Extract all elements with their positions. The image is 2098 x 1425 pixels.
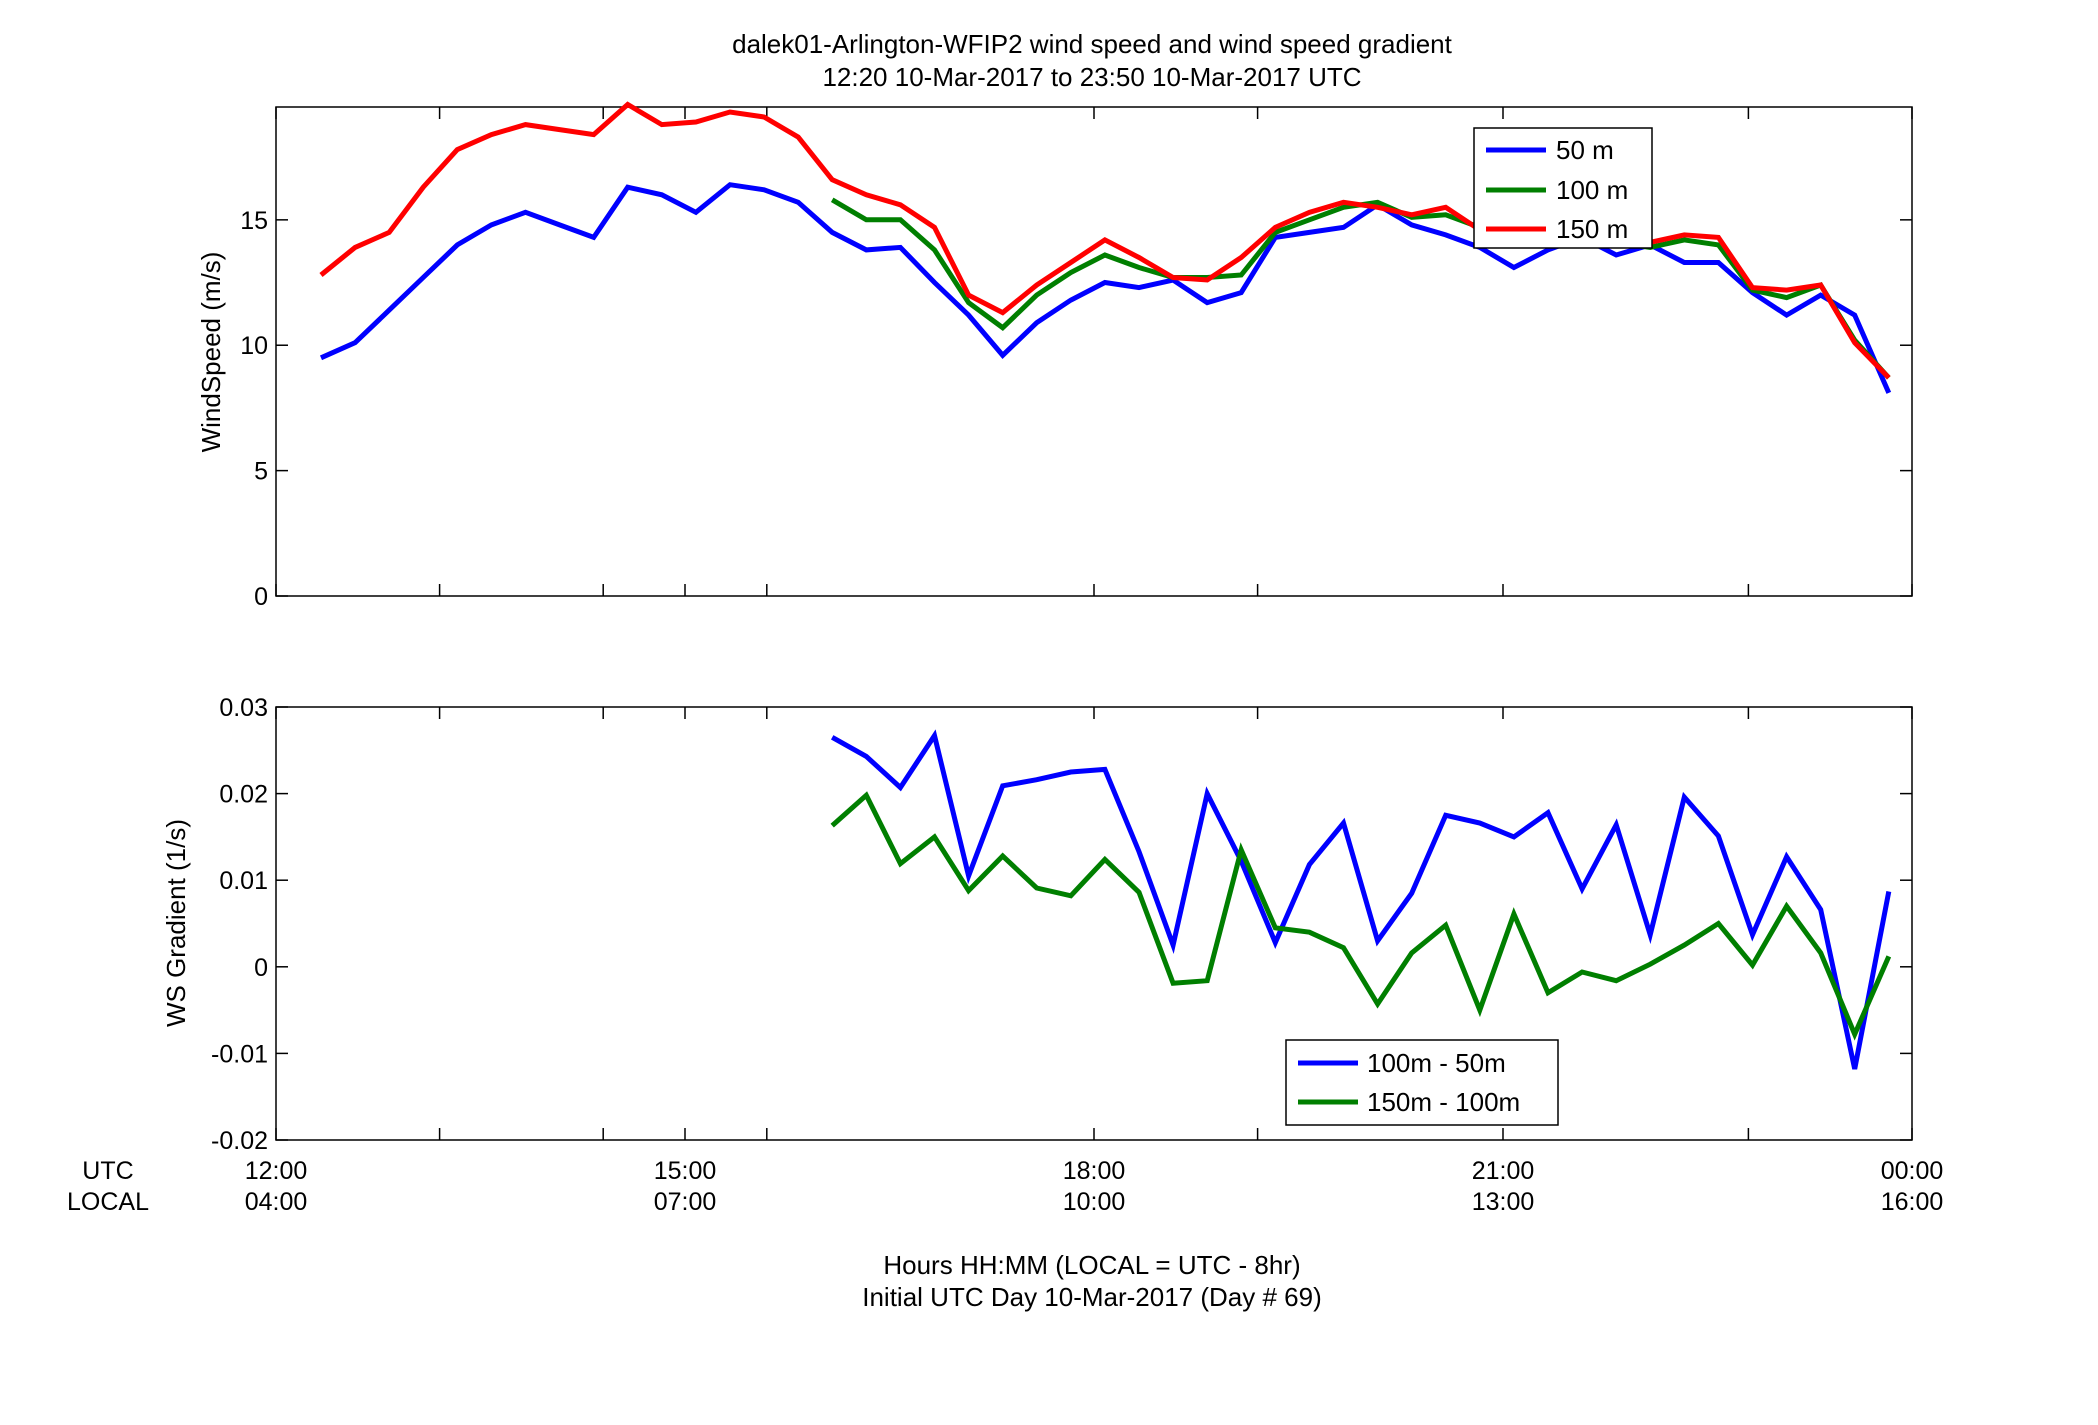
x-tick-labels: 12:00 15:00 18:00 21:00 00:00 04:00 07:00 10:00… — [245, 1157, 1944, 1216]
xtick-label-utc-0: 12:00 — [245, 1157, 308, 1185]
gradient-ytick-label-3: 0.01 — [219, 867, 268, 895]
windspeed-panel: 0 5 10 15 WindSpeed (m/s) 50 m 100 m 150 m — [196, 101, 1913, 611]
legend-label-150m-100m: 150m - 100m — [1367, 1087, 1520, 1117]
gradient-series-line-0 — [830, 729, 1892, 1070]
x-axis-label-line1: Hours HH:MM (LOCAL = UTC - 8hr) — [883, 1250, 1300, 1280]
gradient-legend-box — [1285, 1039, 1559, 1126]
xtick-label-utc-1: 15:00 — [654, 1157, 717, 1185]
legend-label-150m: 150 m — [1556, 214, 1628, 244]
legend-label-50m: 50 m — [1556, 135, 1614, 165]
windspeed-y-label: WindSpeed (m/s) — [196, 252, 226, 453]
xtick-label-local-4: 16:00 — [1881, 1188, 1944, 1216]
gradient-ytick-label-1: -0.01 — [211, 1040, 268, 1068]
chart-title-line1: dalek01-Arlington-WFIP2 wind speed and w… — [732, 29, 1453, 59]
xtick-label-utc-4: 00:00 — [1881, 1157, 1944, 1185]
gradient-ytick-label-0: -0.02 — [211, 1127, 268, 1155]
gradient-ytick-label-5: 0.03 — [219, 694, 268, 722]
legend-label-100m-50m: 100m - 50m — [1367, 1048, 1506, 1078]
windspeed-ytick-label-0: 0 — [254, 583, 268, 611]
windspeed-ytick-label-3: 15 — [240, 207, 268, 235]
windspeed-ytick-label-2: 10 — [240, 332, 268, 360]
xtick-label-local-3: 13:00 — [1472, 1188, 1535, 1216]
utc-row-label: UTC — [82, 1157, 133, 1185]
gradient-panel: -0.02 -0.01 0 0.01 0.02 0.03 WS Gradient (1/s… — [161, 694, 1913, 1155]
xtick-label-local-0: 04:00 — [245, 1188, 308, 1216]
legend-label-100m: 100 m — [1556, 175, 1628, 205]
gradient-ytick-label-2: 0 — [254, 954, 268, 982]
local-row-label: LOCAL — [67, 1188, 149, 1216]
gradient-series — [830, 729, 1892, 1070]
xtick-label-local-2: 10:00 — [1063, 1188, 1126, 1216]
windspeed-ytick-label-1: 5 — [254, 458, 268, 486]
chart-title-line2: 12:20 10-Mar-2017 to 23:50 10-Mar-2017 U… — [822, 62, 1361, 92]
windspeed-series-line-0 — [319, 182, 1892, 394]
windspeed-legend: 50 m 100 m 150 m — [1473, 127, 1653, 249]
gradient-series-line-1 — [830, 791, 1892, 1041]
gradient-ytick-label-4: 0.02 — [219, 781, 268, 809]
xtick-label-utc-3: 21:00 — [1472, 1157, 1535, 1185]
gradient-y-label: WS Gradient (1/s) — [161, 819, 191, 1027]
x-axis-label-line2: Initial UTC Day 10-Mar-2017 (Day # 69) — [862, 1282, 1322, 1312]
xtick-label-utc-2: 18:00 — [1063, 1157, 1126, 1185]
gradient-ticks: -0.02 -0.01 0 0.01 0.02 0.03 — [211, 694, 1913, 1155]
xtick-label-local-1: 07:00 — [654, 1188, 717, 1216]
gradient-legend: 100m - 50m 150m - 100m — [1285, 1039, 1559, 1126]
